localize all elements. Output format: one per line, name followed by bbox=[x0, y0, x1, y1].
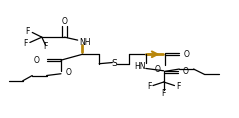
Text: HN: HN bbox=[134, 62, 146, 71]
Text: O: O bbox=[184, 50, 189, 59]
Text: S: S bbox=[112, 59, 118, 68]
Text: F: F bbox=[176, 82, 180, 91]
Text: F: F bbox=[162, 89, 166, 98]
Text: O: O bbox=[34, 56, 40, 65]
Text: F: F bbox=[23, 39, 27, 48]
Text: O: O bbox=[62, 17, 67, 26]
Text: F: F bbox=[43, 42, 48, 51]
Text: F: F bbox=[147, 82, 152, 91]
Text: F: F bbox=[25, 27, 30, 36]
Text: O: O bbox=[65, 68, 71, 77]
Text: O: O bbox=[182, 67, 188, 76]
Text: O: O bbox=[155, 65, 161, 74]
Text: NH: NH bbox=[79, 38, 91, 47]
